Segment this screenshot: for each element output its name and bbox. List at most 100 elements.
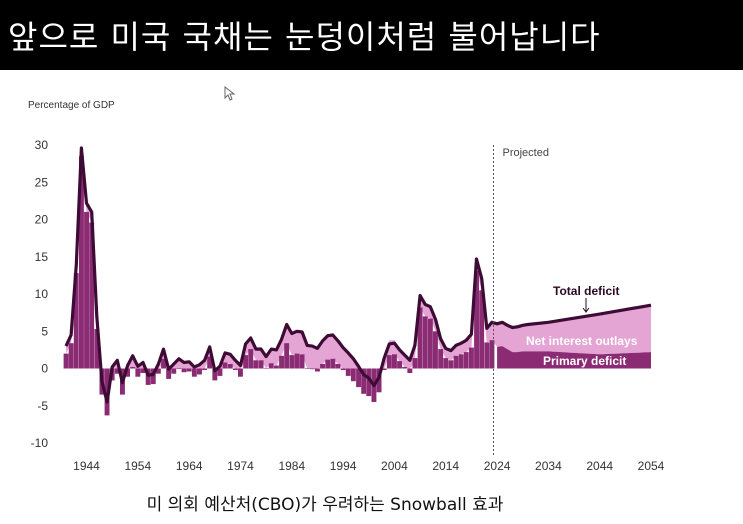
x-tick-label: 1974 — [227, 459, 254, 473]
primary-deficit-bar — [356, 368, 361, 388]
y-tick-labels: 30 25 20 15 10 5 0 -5 -10 — [31, 138, 49, 450]
primary-deficit-bar — [227, 364, 233, 369]
y-tick-label: 20 — [35, 213, 49, 227]
primary-deficit-bar — [125, 368, 130, 377]
primary-deficit-bar — [458, 354, 464, 369]
primary-deficit-bar — [448, 360, 454, 369]
primary-deficit-bar — [433, 331, 438, 369]
primary-deficit-bar — [443, 358, 449, 369]
primary-deficit-bar — [386, 355, 392, 369]
primary-deficit-bar — [474, 270, 479, 369]
total-deficit-label: Total deficit — [553, 284, 619, 298]
primary-deficit-bar — [361, 368, 367, 394]
primary-deficit-bar — [376, 368, 382, 393]
primary-deficit-bar — [222, 362, 228, 369]
primary-deficit-bar — [176, 368, 182, 369]
primary-deficit-bar — [320, 364, 325, 369]
y-tick-label: -5 — [37, 399, 48, 413]
primary-deficit-bar — [304, 368, 310, 369]
primary-deficit-bar — [84, 212, 89, 369]
x-tick-label: 1984 — [278, 459, 305, 473]
title-banner: 앞으로 미국 국채는 눈덩이처럼 불어납니다 — [0, 0, 743, 70]
x-tick-label: 1964 — [176, 459, 203, 473]
deficit-chart: Percentage of GDP 30 25 20 15 10 5 0 -5 -10 1944… — [28, 100, 665, 473]
x-tick-label: 1954 — [124, 459, 151, 473]
primary-deficit-bar — [114, 368, 120, 374]
net-interest-label: Net interest outlays — [526, 334, 638, 348]
primary-deficit-bar — [263, 368, 269, 369]
total-deficit-annotation: Total deficit — [553, 284, 619, 313]
primary-deficit-bar — [94, 329, 100, 369]
primary-deficit-bar — [309, 368, 315, 370]
primary-deficit-bar — [181, 368, 187, 373]
primary-deficit-bar — [381, 368, 387, 370]
primary-deficit-bar — [279, 355, 284, 369]
primary-deficit-bar — [438, 349, 444, 369]
primary-deficit-bar — [79, 156, 84, 369]
primary-deficit-bar — [397, 361, 402, 369]
projected-label: Projected — [503, 147, 549, 159]
primary-deficit-bar — [217, 368, 223, 376]
primary-deficit-bar — [197, 368, 202, 375]
primary-deficit-bar — [479, 290, 485, 369]
primary-deficit-projected-area — [497, 346, 651, 369]
y-tick-label: 25 — [35, 175, 49, 189]
primary-deficit-bar — [63, 353, 69, 369]
primary-deficit-bar — [191, 368, 197, 377]
primary-deficit-bar — [427, 318, 433, 369]
primary-deficit-bar — [325, 359, 331, 369]
primary-deficit-bar — [453, 355, 459, 369]
primary-deficit-bar — [350, 368, 356, 382]
primary-deficit-bar — [412, 358, 418, 369]
primary-deficit-bar — [73, 273, 79, 369]
primary-deficit-bar — [202, 368, 207, 370]
x-tick-label: 2004 — [381, 459, 408, 473]
y-tick-label: 10 — [35, 287, 49, 301]
primary-deficit-bar — [469, 347, 474, 369]
primary-deficit-bar — [274, 365, 279, 369]
arrow-head-icon — [582, 307, 590, 313]
x-tick-label: 2044 — [586, 459, 613, 473]
banner-title: 앞으로 미국 국채는 눈덩이처럼 불어납니다 — [8, 18, 601, 56]
x-tick-label: 2014 — [432, 459, 459, 473]
primary-deficit-bar — [207, 356, 213, 369]
primary-deficit-bar — [161, 358, 166, 369]
primary-deficit-bar — [171, 368, 177, 374]
primary-deficit-bar — [155, 368, 161, 374]
y-tick-label: 30 — [35, 138, 49, 152]
primary-deficit-bar — [422, 316, 428, 369]
primary-deficit-bar — [248, 349, 254, 369]
primary-deficit-bar — [140, 368, 146, 373]
primary-deficit-bar — [253, 360, 259, 369]
y-tick-label: 5 — [41, 324, 48, 338]
primary-deficit-bar — [150, 368, 156, 385]
primary-deficit-bar — [135, 368, 141, 377]
primary-deficit-bar — [289, 355, 295, 369]
caption: 미 의회 예산처(CBO)가 우려하는 Snowball 효과 — [146, 495, 504, 515]
primary-deficit-bar — [258, 360, 264, 369]
primary-deficit-bar — [330, 358, 336, 369]
x-tick-label: 1944 — [73, 459, 100, 473]
primary-deficit-bar — [463, 352, 469, 369]
primary-deficit-bar — [243, 355, 249, 369]
primary-deficit-bar — [484, 342, 490, 369]
primary-deficit-bar — [89, 222, 95, 369]
primary-deficit-bar — [232, 368, 238, 370]
primary-deficit-bar — [335, 364, 341, 369]
primary-deficit-bar — [212, 368, 218, 381]
x-tick-label: 1994 — [330, 459, 357, 473]
primary-deficit-bar — [284, 343, 290, 369]
primary-deficit-bar — [345, 368, 351, 376]
primary-deficit-bar — [407, 368, 413, 373]
primary-deficit-bar — [315, 368, 320, 372]
primary-deficit-label: Primary deficit — [543, 354, 626, 368]
net-interest-area — [66, 147, 651, 369]
primary-deficit-bar — [489, 340, 495, 369]
primary-deficit-bar — [68, 343, 74, 369]
primary-deficit-bar — [130, 367, 136, 369]
primary-deficit-bar — [238, 368, 243, 377]
primary-deficit-bar — [402, 367, 408, 369]
primary-deficit-bar — [392, 354, 397, 369]
primary-deficit-bar — [340, 368, 346, 370]
plot-area — [63, 146, 652, 416]
